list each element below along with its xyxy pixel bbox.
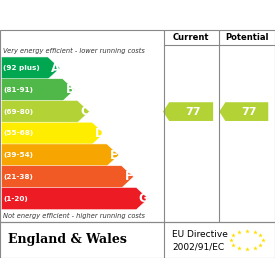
Polygon shape — [1, 166, 134, 188]
Polygon shape — [1, 79, 75, 101]
Polygon shape — [1, 57, 60, 79]
Polygon shape — [1, 187, 148, 210]
Polygon shape — [1, 122, 104, 144]
Text: Current: Current — [173, 33, 209, 42]
Text: 77: 77 — [186, 107, 201, 117]
Polygon shape — [1, 144, 119, 166]
Text: (69-80): (69-80) — [3, 109, 34, 115]
Text: Energy Efficiency Rating: Energy Efficiency Rating — [8, 8, 210, 23]
Text: (21-38): (21-38) — [3, 174, 33, 180]
Text: F: F — [125, 170, 133, 183]
Text: 77: 77 — [241, 107, 257, 117]
Text: C: C — [80, 105, 89, 118]
Text: E: E — [110, 149, 118, 162]
Text: D: D — [95, 127, 104, 140]
Text: 2002/91/EC: 2002/91/EC — [172, 243, 224, 252]
Text: G: G — [139, 192, 148, 205]
Text: (55-68): (55-68) — [3, 130, 34, 136]
Polygon shape — [163, 102, 213, 121]
Text: B: B — [65, 83, 75, 96]
Text: England & Wales: England & Wales — [8, 233, 127, 246]
Text: Not energy efficient - higher running costs: Not energy efficient - higher running co… — [3, 213, 145, 219]
Text: (1-20): (1-20) — [3, 196, 28, 201]
Text: Very energy efficient - lower running costs: Very energy efficient - lower running co… — [3, 48, 145, 54]
Text: (92 plus): (92 plus) — [3, 65, 40, 71]
Text: (39-54): (39-54) — [3, 152, 33, 158]
Text: EU Directive: EU Directive — [172, 230, 228, 239]
Text: A: A — [51, 62, 60, 75]
Polygon shape — [1, 100, 89, 123]
Polygon shape — [219, 102, 268, 121]
Text: Potential: Potential — [225, 33, 269, 42]
Text: (81-91): (81-91) — [3, 87, 33, 93]
